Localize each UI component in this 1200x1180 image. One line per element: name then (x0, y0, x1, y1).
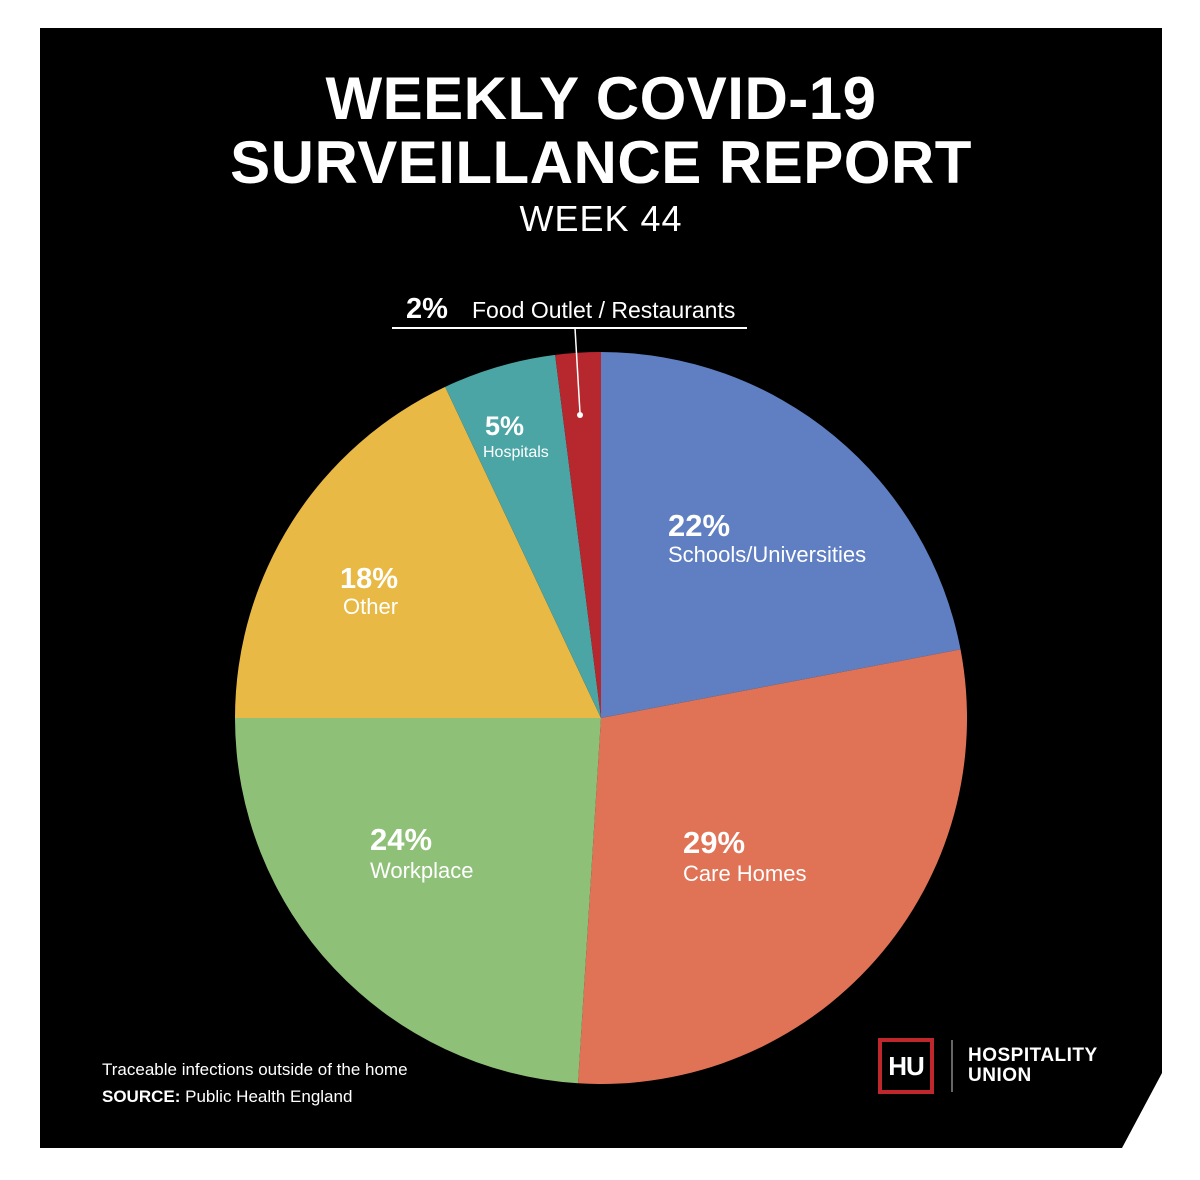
source-label: SOURCE: (102, 1087, 181, 1106)
workplace-pct-label: 24% (370, 822, 432, 857)
pie-chart: 2% Food Outlet / Restaurants 22% Schools… (235, 293, 968, 1085)
title-line-1: WEEKLY COVID-19 (325, 65, 877, 132)
footnote-source: SOURCE: Public Health England (102, 1083, 408, 1110)
care-pct-label: 29% (683, 825, 745, 860)
footnote-note: Traceable infections outside of the home (102, 1060, 408, 1079)
subtitle-week: WEEK 44 (519, 198, 683, 239)
hospitals-name-label: Hospitals (483, 444, 549, 461)
infographic-panel: WEEKLY COVID-19 SURVEILLANCE REPORT WEEK… (40, 28, 1162, 1148)
food-name-label: Food Outlet / Restaurants (472, 297, 735, 323)
pie-slice-other (235, 386, 601, 718)
schools-name-label: Schools/Universities (668, 542, 866, 567)
workplace-name-label: Workplace (370, 858, 474, 883)
logo-text: HOSPITALITY UNION (968, 1046, 1098, 1086)
hu-logo-icon: HU (878, 1038, 934, 1094)
pie-slice-hospitals (445, 354, 601, 718)
logo-divider (951, 1040, 953, 1092)
callout-leader-line (574, 327, 581, 414)
food-pct-label: 2% (406, 293, 448, 325)
logo-line-1: HOSPITALITY (968, 1045, 1098, 1066)
schools-pct-label: 22% (668, 508, 730, 543)
hospitals-pct-label: 5% (485, 411, 524, 441)
pie-slice-workplace (235, 718, 601, 1084)
title-line-2: SURVEILLANCE REPORT (230, 129, 972, 196)
pie-slice-food (555, 352, 601, 718)
pie-slice-care (578, 649, 968, 1085)
callout-dot (577, 412, 583, 418)
logo-mark: HU (888, 1050, 925, 1081)
source-value: Public Health England (185, 1087, 353, 1106)
pie-slice-schools (601, 352, 961, 718)
logo-line-2: UNION (968, 1065, 1032, 1086)
care-name-label: Care Homes (683, 861, 806, 886)
other-pct-label: 18% (340, 563, 398, 595)
other-name-label: Other (343, 594, 398, 619)
footnote: Traceable infections outside of the home… (102, 1056, 408, 1110)
